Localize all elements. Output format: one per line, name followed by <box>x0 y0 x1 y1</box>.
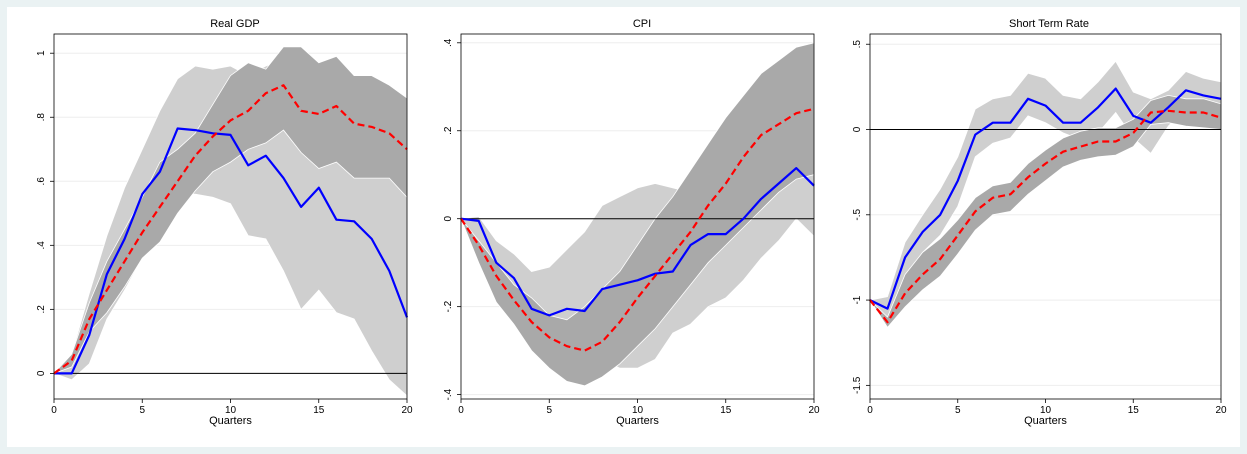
y-tick-label: .6 <box>36 177 47 186</box>
y-tick-label: .8 <box>36 113 47 122</box>
y-tick-label: .4 <box>36 241 47 250</box>
x-tick-label: 0 <box>51 405 57 416</box>
x-tick-label: 5 <box>955 405 961 416</box>
y-tick-label: 1 <box>36 50 47 56</box>
chart-title: CPI <box>633 18 651 30</box>
chart-title: Real GDP <box>210 18 260 30</box>
chart-panel-1: 0 5 10 15 20 0 .2 .4 .6 .8 1 Real GDP Quarters <box>36 18 413 427</box>
y-tick-label: -.4 <box>443 388 454 400</box>
dashed-response-line <box>460 107 815 352</box>
y-tick-label: .4 <box>443 38 454 47</box>
x-axis-label: Quarters <box>1024 415 1067 427</box>
x-tick-label: 15 <box>1128 405 1140 416</box>
chart-panel-2: 0 5 10 15 20 -.4 -.2 0 .2 .4 CPI Quarters <box>443 18 820 427</box>
y-tick-label: -1 <box>852 295 863 304</box>
y-tick-label: .2 <box>36 305 47 314</box>
x-axis-label: Quarters <box>616 415 659 427</box>
y-tick-label: -.5 <box>852 209 863 221</box>
x-axis-label: Quarters <box>209 415 252 427</box>
y-tick-label: -.2 <box>443 300 454 312</box>
dashed-response-line <box>53 84 408 375</box>
x-tick-label: 20 <box>808 405 820 416</box>
chart-panel-3: 0 5 10 15 20 -1.5 -1 -.5 0 .5 Short Term Rate Quart… <box>852 18 1227 427</box>
x-tick-label: 10 <box>1040 405 1052 416</box>
x-tick-label: 20 <box>401 405 413 416</box>
y-tick-label: -1.5 <box>852 376 863 394</box>
solid-response-line <box>460 167 815 317</box>
x-tick-label: 5 <box>139 405 145 416</box>
x-tick-label: 0 <box>867 405 873 416</box>
y-tick-label: .5 <box>852 40 863 49</box>
x-tick-label: 15 <box>720 405 732 416</box>
x-tick-label: 20 <box>1215 405 1227 416</box>
y-tick-label: 0 <box>36 370 47 376</box>
solid-response-line <box>54 127 409 375</box>
x-tick-label: 5 <box>546 405 552 416</box>
x-tick-label: 10 <box>632 405 644 416</box>
x-tick-label: 15 <box>313 405 325 416</box>
impulse-response-figure: 0 5 10 15 20 0 .2 .4 .6 .8 1 Real GDP Quarters 0 5 10 15… <box>36 18 1227 427</box>
dashed-response-line <box>869 109 1222 324</box>
confidence-band <box>869 94 1222 329</box>
y-tick-label: 0 <box>443 215 454 221</box>
x-tick-label: 0 <box>458 405 464 416</box>
chart-title: Short Term Rate <box>1009 18 1089 30</box>
y-tick-label: .2 <box>443 126 454 135</box>
x-tick-label: 10 <box>225 405 237 416</box>
y-tick-label: 0 <box>852 126 863 132</box>
figure-frame: 0 5 10 15 20 0 .2 .4 .6 .8 1 Real GDP Quarters 0 5 10 15… <box>7 7 1240 447</box>
